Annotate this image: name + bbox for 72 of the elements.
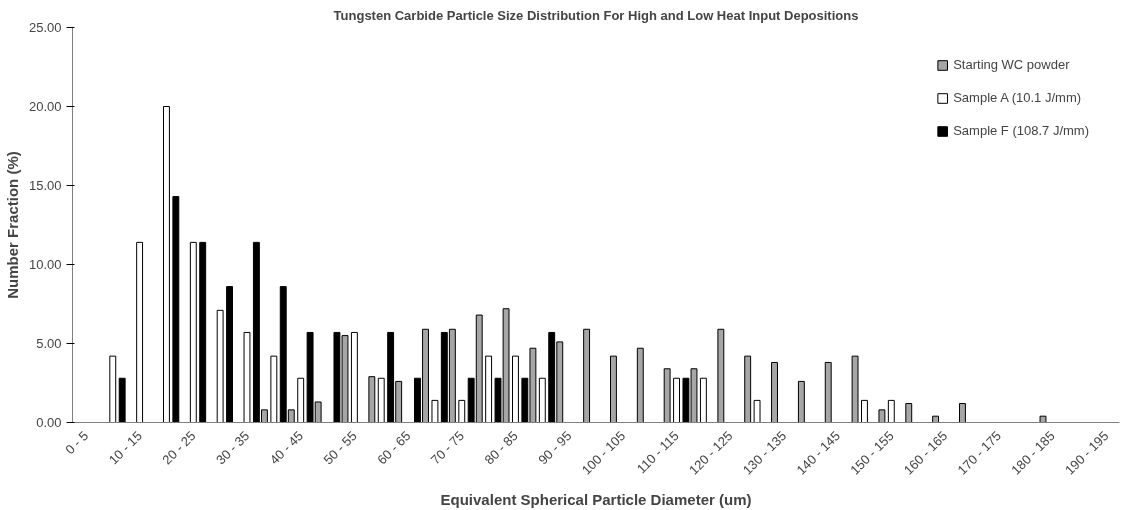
x-tick-label: 10 - 15 <box>105 428 145 468</box>
bar <box>109 355 117 423</box>
legend-label: Sample F (108.7 J/mm) <box>953 123 1089 138</box>
y-tick-label: 15.00 <box>28 178 62 193</box>
bar <box>199 241 207 423</box>
bar <box>824 361 832 423</box>
bar <box>717 328 725 423</box>
x-tick-label: 170 - 175 <box>954 428 1004 478</box>
x-tick-label: 30 - 35 <box>213 428 253 468</box>
bar <box>861 399 868 423</box>
y-tick-label: 10.00 <box>28 257 62 272</box>
y-tick-label: 5.00 <box>36 336 62 351</box>
chart-title: Tungsten Carbide Particle Size Distribution For High and Low Heat Input Depositions <box>333 7 859 23</box>
bar <box>377 377 385 423</box>
bar <box>297 377 305 423</box>
bar <box>243 331 251 423</box>
bar <box>851 355 859 423</box>
bar <box>136 241 144 423</box>
x-tick-label: 130 - 135 <box>739 428 790 478</box>
y-tick-label: 25.00 <box>28 20 62 35</box>
x-tick-label: 160 - 165 <box>900 428 951 478</box>
x-tick-label: 100 - 105 <box>578 428 629 478</box>
x-tick-label: 60 - 65 <box>374 428 414 468</box>
bar <box>771 361 778 423</box>
y-tick-label: 20.00 <box>28 99 62 114</box>
bar <box>270 355 278 423</box>
bar <box>610 355 617 423</box>
x-tick-label: 90 - 95 <box>535 428 575 468</box>
x-tick-label: 50 - 55 <box>320 428 360 468</box>
bar <box>932 415 940 423</box>
bar <box>636 347 644 423</box>
y-axis-title: Number Fraction (%) <box>3 151 21 299</box>
x-tick-label: 150 - 155 <box>847 428 897 478</box>
bar <box>189 241 197 423</box>
bar <box>797 380 805 423</box>
bar <box>959 403 966 423</box>
bar <box>905 403 913 423</box>
x-tick-label: 0 - 5 <box>62 428 92 458</box>
bar <box>878 409 886 423</box>
bar <box>172 196 180 423</box>
bar <box>163 106 170 423</box>
bar <box>431 399 439 423</box>
bar <box>458 399 466 423</box>
x-tick-label: 110 - 115 <box>633 428 682 477</box>
x-tick-label: 190 - 195 <box>1061 428 1112 478</box>
bar <box>744 355 752 423</box>
bar <box>583 328 591 423</box>
bar <box>1039 415 1047 423</box>
x-axis-title: Equivalent Spherical Particle Diameter (um) <box>440 490 752 508</box>
bar <box>350 331 358 423</box>
x-tick-label: 80 - 85 <box>481 428 521 468</box>
legend-label: Sample A (10.1 J/mm) <box>953 90 1082 105</box>
bar <box>887 399 895 423</box>
bar <box>226 286 233 423</box>
bar <box>663 368 671 423</box>
x-tick-label: 120 - 125 <box>686 428 736 478</box>
y-tick-label: 0.00 <box>36 415 62 430</box>
x-tick-label: 140 - 145 <box>793 428 843 478</box>
bar <box>368 376 376 423</box>
bar <box>699 377 707 423</box>
bar <box>753 399 761 423</box>
x-tick-label: 40 - 45 <box>266 428 306 468</box>
bar <box>673 377 680 423</box>
x-tick-label: 180 - 185 <box>1008 428 1058 478</box>
bar <box>118 377 126 423</box>
bar <box>485 355 493 423</box>
bar <box>216 309 224 423</box>
bar <box>512 355 519 423</box>
x-tick-label: 20 - 25 <box>159 428 199 468</box>
legend-label: Starting WC powder <box>953 57 1070 72</box>
bar <box>538 377 546 423</box>
x-tick-label: 70 - 75 <box>427 428 468 468</box>
